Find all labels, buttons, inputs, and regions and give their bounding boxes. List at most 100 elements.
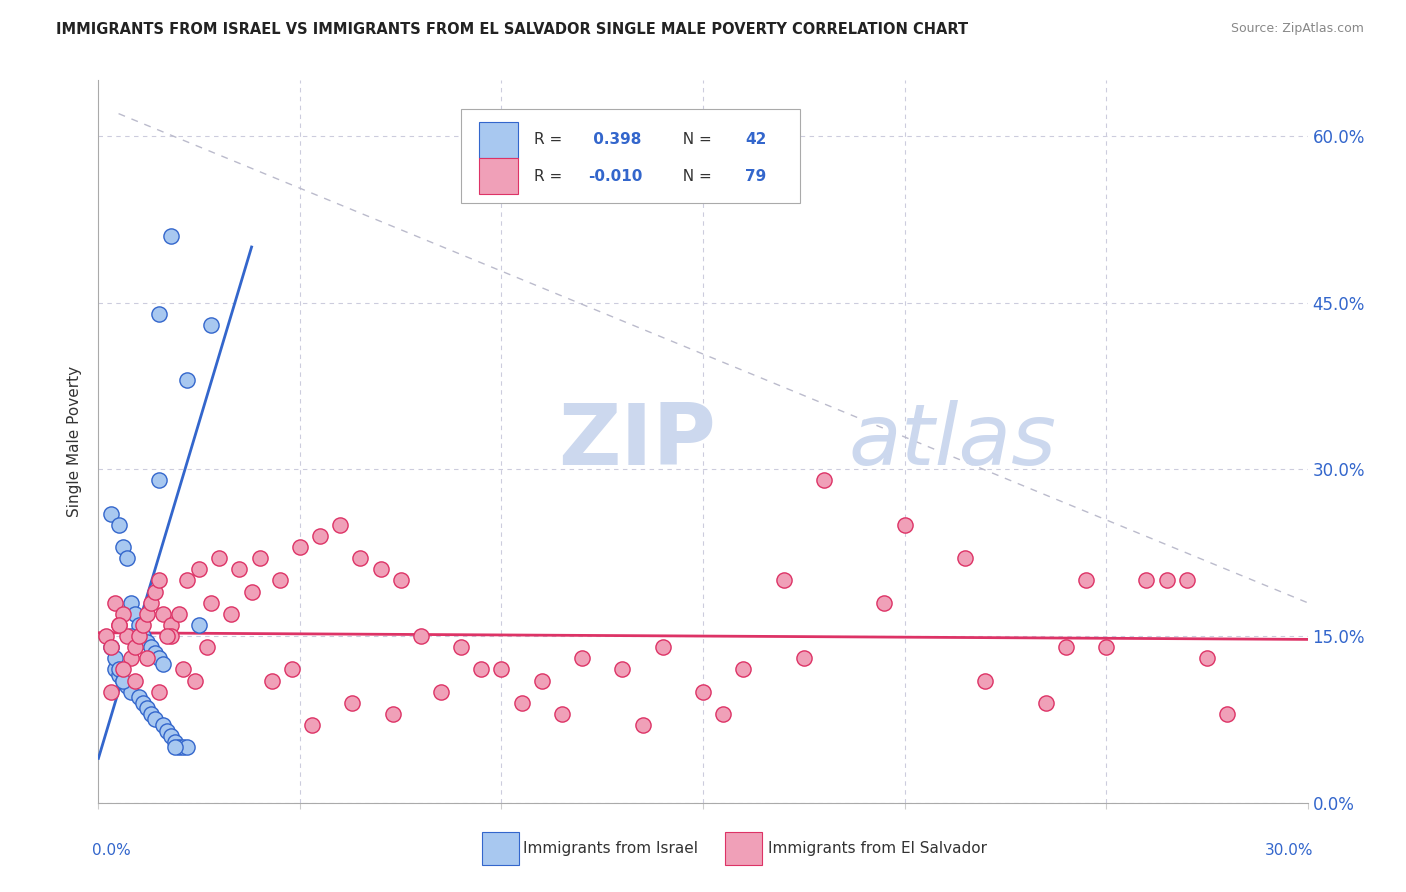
Point xyxy=(349,551,371,566)
Point xyxy=(111,662,134,676)
Point xyxy=(103,651,125,665)
Point xyxy=(139,706,162,721)
Point xyxy=(491,662,513,676)
FancyBboxPatch shape xyxy=(479,122,517,158)
Point xyxy=(156,629,179,643)
Point xyxy=(163,740,186,755)
Point xyxy=(813,474,835,488)
Text: N =: N = xyxy=(673,132,717,147)
Point xyxy=(873,596,896,610)
Point xyxy=(111,673,134,688)
Point xyxy=(1156,574,1178,588)
Point xyxy=(1175,574,1198,588)
Point xyxy=(115,679,138,693)
Point xyxy=(172,740,194,755)
Point xyxy=(188,618,211,632)
Point xyxy=(120,596,142,610)
Point xyxy=(1095,640,1118,655)
Point xyxy=(200,596,222,610)
Point xyxy=(124,640,146,655)
Point xyxy=(120,684,142,698)
Point xyxy=(115,629,138,643)
Point xyxy=(953,551,976,566)
Point xyxy=(107,668,129,682)
Text: N =: N = xyxy=(673,169,717,184)
Point xyxy=(571,651,593,665)
Point xyxy=(651,640,673,655)
Point xyxy=(96,629,118,643)
Point xyxy=(631,718,654,732)
Text: Source: ZipAtlas.com: Source: ZipAtlas.com xyxy=(1230,22,1364,36)
Point xyxy=(370,562,392,576)
Point xyxy=(100,640,122,655)
Point xyxy=(139,640,162,655)
FancyBboxPatch shape xyxy=(479,158,517,194)
Text: 0.0%: 0.0% xyxy=(93,843,131,857)
Point xyxy=(470,662,492,676)
Point xyxy=(107,618,129,632)
Point xyxy=(167,740,190,755)
Point xyxy=(172,662,194,676)
FancyBboxPatch shape xyxy=(461,109,800,203)
Point xyxy=(148,684,170,698)
Point xyxy=(269,574,291,588)
Point xyxy=(100,640,122,655)
Point xyxy=(148,574,170,588)
Point xyxy=(143,713,166,727)
Point xyxy=(329,517,352,532)
Point xyxy=(111,673,134,688)
Point xyxy=(160,618,183,632)
Point xyxy=(309,529,332,543)
Point xyxy=(152,657,174,671)
Point xyxy=(160,729,183,743)
Point xyxy=(167,607,190,621)
Point xyxy=(450,640,472,655)
Point xyxy=(103,596,125,610)
Point xyxy=(163,734,186,748)
Point xyxy=(288,540,311,554)
Point xyxy=(184,673,207,688)
Point xyxy=(228,562,250,576)
Point xyxy=(711,706,734,721)
Point xyxy=(132,696,155,710)
Point xyxy=(160,228,183,243)
Point xyxy=(612,662,634,676)
Point xyxy=(974,673,997,688)
Point xyxy=(208,551,231,566)
Point xyxy=(111,540,134,554)
Point xyxy=(733,662,755,676)
Point xyxy=(893,517,915,532)
Text: 79: 79 xyxy=(745,169,766,184)
Point xyxy=(200,318,222,332)
Point xyxy=(1054,640,1077,655)
Point xyxy=(107,517,129,532)
Y-axis label: Single Male Poverty: Single Male Poverty xyxy=(67,366,83,517)
Point xyxy=(139,596,162,610)
Point xyxy=(389,574,412,588)
Point xyxy=(107,618,129,632)
Point xyxy=(551,706,574,721)
Point xyxy=(176,740,198,755)
Text: 0.398: 0.398 xyxy=(588,132,641,147)
Point xyxy=(100,684,122,698)
Text: R =: R = xyxy=(534,132,567,147)
Point xyxy=(240,584,263,599)
Point xyxy=(301,718,323,732)
Point xyxy=(1216,706,1239,721)
Point xyxy=(120,651,142,665)
Point xyxy=(152,607,174,621)
Point xyxy=(128,629,150,643)
Point xyxy=(260,673,283,688)
Point xyxy=(249,551,271,566)
Point xyxy=(176,373,198,387)
Point xyxy=(135,634,157,648)
Point xyxy=(148,307,170,321)
Text: ZIP: ZIP xyxy=(558,400,716,483)
Point xyxy=(135,607,157,621)
Point xyxy=(107,662,129,676)
Point xyxy=(143,584,166,599)
Point xyxy=(1035,696,1057,710)
Point xyxy=(156,723,179,738)
Point xyxy=(281,662,304,676)
Point xyxy=(103,662,125,676)
